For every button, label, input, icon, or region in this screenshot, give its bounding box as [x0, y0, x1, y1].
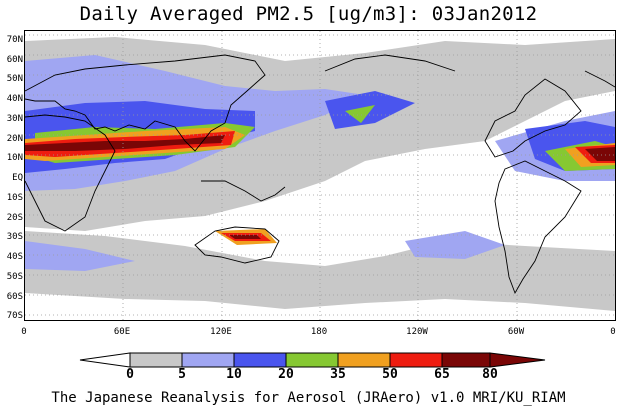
coastlines — [25, 54, 615, 295]
lon-label-60e: 60E — [113, 327, 131, 337]
lat-label-70s: 70S — [6, 311, 23, 321]
lon-label-60w: 60W — [507, 327, 525, 337]
colorbar-segment-5-10 — [129, 352, 183, 368]
lat-label-50n: 50N — [6, 74, 23, 84]
lat-label-10n: 10N — [6, 153, 23, 163]
colorbar-tick-5: 5 — [178, 367, 186, 382]
lat-label-40s: 40S — [6, 252, 23, 262]
contour-20-35-pacific — [325, 91, 615, 171]
graticule — [25, 31, 615, 320]
pm25-field — [25, 31, 615, 320]
lon-label-120w: 120W — [406, 327, 428, 337]
colorbar-tick-35: 35 — [330, 367, 346, 382]
lat-label-60s: 60S — [6, 292, 23, 302]
colorbar-tick-20: 20 — [278, 367, 294, 382]
lon-label-180: 180 — [310, 327, 328, 337]
colorbar-tick-65: 65 — [434, 367, 450, 382]
colorbar-tick-10: 10 — [226, 367, 242, 382]
map-title: Daily Averaged PM2.5 [ug/m3]: 03Jan2012 — [79, 3, 538, 25]
colorbar-segment-10-20 — [181, 352, 235, 368]
contour-65-80 — [25, 131, 615, 241]
contour-80-plus — [25, 135, 615, 239]
lat-label-40n: 40N — [6, 94, 23, 104]
lat-label-10s: 10S — [6, 193, 23, 203]
lat-label-50s: 50S — [6, 272, 23, 282]
lat-label-30s: 30S — [6, 232, 23, 242]
colorbar-tick-0: 0 — [126, 367, 134, 382]
lat-label-70n: 70N — [6, 35, 23, 45]
lat-label-20s: 20S — [6, 213, 23, 223]
colorbar-segment-0-5 — [79, 352, 131, 368]
colorbar-segment-50-65 — [337, 352, 391, 368]
colorbar-segment-20-35 — [233, 352, 287, 368]
colorbar-segment-65-80 — [389, 352, 443, 368]
lat-label-eq: EQ — [12, 173, 23, 183]
colorbar-segment-80-plus-body — [441, 352, 491, 368]
colorbar-tick-80: 80 — [482, 367, 498, 382]
lon-label-120e: 120E — [210, 327, 232, 337]
lat-label-20n: 20N — [6, 134, 23, 144]
lat-label-30n: 30N — [6, 114, 23, 124]
colorbar-segment-80-plus-arrow — [489, 352, 546, 368]
pm25-map — [24, 30, 616, 321]
colorbar-tick-50: 50 — [382, 367, 398, 382]
colorbar-segment-35-50 — [285, 352, 339, 368]
lat-label-60n: 60N — [6, 55, 23, 65]
lon-label-0-right: 0 — [610, 327, 616, 337]
footer-credit: The Japanese Reanalysis for Aerosol (JRA… — [51, 390, 566, 406]
lon-label-0-left: 0 — [21, 327, 27, 337]
